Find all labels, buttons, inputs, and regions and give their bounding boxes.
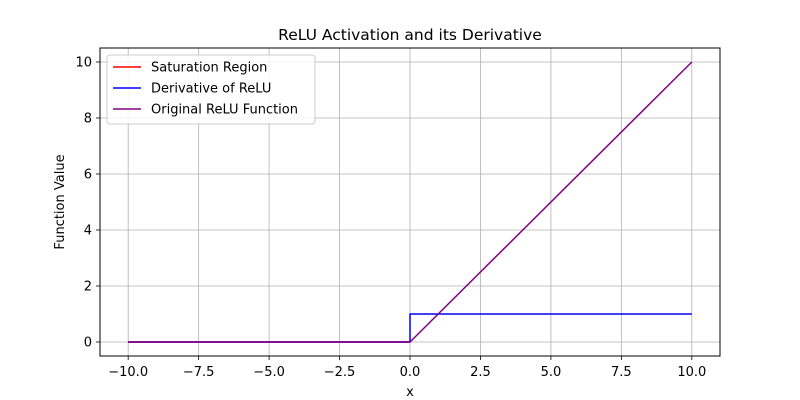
x-tick-label: 10.0 [677,365,706,380]
y-tick-label: 6 [84,168,92,183]
y-tick-label: 10 [75,56,92,71]
legend-label: Derivative of ReLU [151,82,271,97]
axis-ticks: −10.0 −7.5 −5.0 −2.5 0.0 2.5 5.0 7.5 10.0 0 2 4 6 8 10 [75,56,706,381]
y-axis-label: Function Value [53,154,68,249]
x-tick-label: −7.5 [183,365,215,380]
legend-label: Original ReLU Function [151,103,298,118]
grid [100,48,720,356]
y-tick-label: 4 [84,224,92,239]
series-line-derivative-of-relu [128,313,692,343]
legend-box [106,54,316,125]
y-tick-label: 8 [84,112,92,127]
legend: Saturation Region Derivative of ReLU Origi… [106,54,316,125]
chart-title: ReLU Activation and its Derivative [278,26,542,44]
plot-lines [128,61,693,343]
x-tick-label: −2.5 [324,365,356,380]
series-line-original-relu-function [128,61,693,343]
x-tick-label: −5.0 [253,365,285,380]
x-axis-label: x [406,385,414,400]
x-tick-label: 2.5 [470,365,491,380]
x-tick-label: 0.0 [400,365,421,380]
y-tick-label: 2 [84,280,92,295]
x-tick-label: 5.0 [541,365,562,380]
y-tick-label: 0 [84,336,92,351]
x-tick-label: 7.5 [611,365,632,380]
x-tick-label: −10.0 [108,365,148,380]
legend-label: Saturation Region [151,61,267,76]
